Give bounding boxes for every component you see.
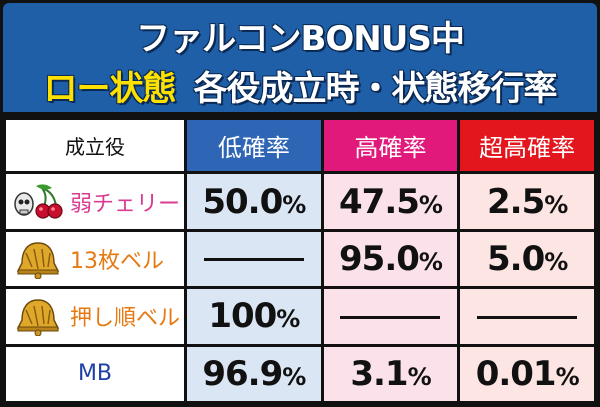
dash-mark	[477, 315, 578, 319]
cell-high: 3.1%	[323, 346, 458, 401]
header-banner: ファルコンBONUS中 ロー状態 各役成立時・状態移行率	[3, 3, 597, 112]
col-header-low: 低確率	[187, 120, 321, 172]
table-row: MB 96.9% 3.1% 0.01%	[6, 346, 594, 401]
row-label: 弱チェリー	[70, 191, 181, 217]
subtitle: 各役成立時・状態移行率	[193, 69, 558, 109]
title-line2: ロー状態 各役成立時・状態移行率	[3, 61, 597, 110]
state-label: ロー状態	[43, 69, 177, 109]
cell-low: 100%	[187, 289, 321, 344]
row-label-cell: 押し順ベル	[6, 289, 184, 344]
row-label-cell: 弱チェリー	[6, 174, 184, 229]
cherry-skull-icon	[14, 183, 63, 219]
cell-high	[323, 289, 458, 344]
cell-high: 47.5%	[323, 174, 458, 229]
dash-mark	[203, 258, 304, 262]
bell-icon	[16, 299, 60, 337]
row-label: 押し順ベル	[70, 306, 181, 332]
cell-low: 50.0%	[187, 174, 321, 229]
bell-icon	[16, 242, 60, 279]
cell-low: 96.9%	[187, 346, 321, 401]
cell-super: 2.5%	[460, 174, 594, 229]
header-row: 成立役 低確率 高確率 超高確率	[6, 120, 594, 172]
cell-super: 5.0%	[460, 231, 594, 287]
col-header-high: 高確率	[323, 120, 458, 172]
cell-super	[460, 289, 594, 344]
table-row: 13枚ベル 95.0% 5.0%	[6, 231, 594, 287]
row-label-cell: 13枚ベル	[6, 231, 184, 287]
transition-rate-table: 成立役 低確率 高確率 超高確率	[3, 117, 597, 404]
dash-mark	[340, 315, 441, 319]
row-label: MB	[77, 361, 113, 387]
cell-high: 95.0%	[323, 231, 458, 287]
col-header-super: 超高確率	[460, 120, 594, 172]
table-row: 押し順ベル 100%	[6, 289, 594, 344]
cell-low	[187, 231, 321, 287]
title-line1: ファルコンBONUS中	[136, 19, 465, 59]
col-header-role: 成立役	[6, 120, 184, 172]
row-label-cell: MB	[6, 346, 184, 401]
row-label: 13枚ベル	[70, 248, 164, 274]
table-row: 弱チェリー 50.0% 47.5% 2.5%	[6, 174, 594, 229]
cell-super: 0.01%	[460, 346, 594, 401]
